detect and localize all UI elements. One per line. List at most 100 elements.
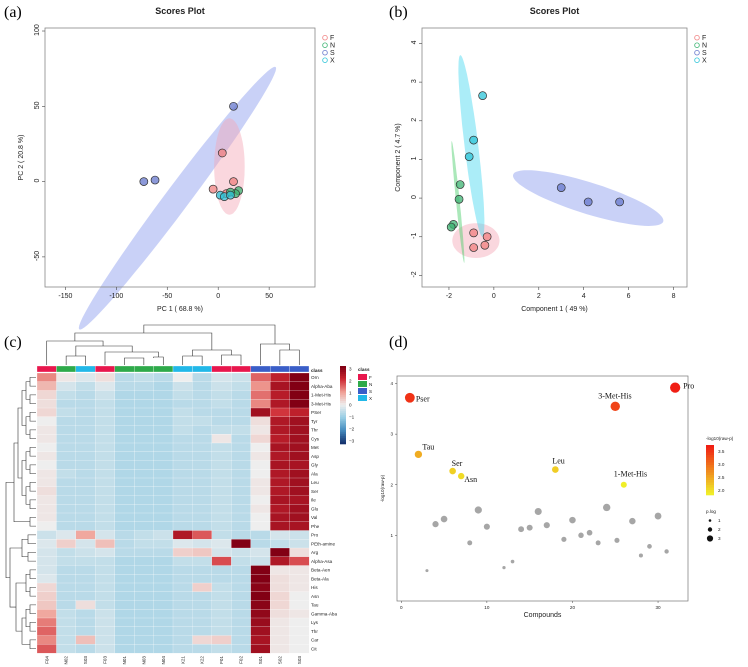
- heatmap-cell: [270, 530, 290, 540]
- heatmap-cell: [172, 556, 193, 566]
- color-legend-segment: [706, 462, 714, 466]
- heatmap-cell: [231, 442, 252, 453]
- x-axis-label: Component 1 ( 49 %): [521, 306, 588, 313]
- heatmap-cell: [36, 372, 57, 383]
- class-legend-swatch-x: [358, 395, 367, 401]
- size-legend-label: 2: [718, 527, 721, 532]
- color-scale-segment: [340, 397, 346, 400]
- heatmap-cell: [114, 547, 135, 558]
- heatmap-cell: [231, 591, 252, 601]
- heatmap-cell: [250, 390, 271, 400]
- color-scale-segment: [340, 412, 346, 416]
- heatmap-cell: [95, 504, 116, 514]
- row-label: PSer: [311, 410, 322, 415]
- heatmap-cell: [56, 504, 77, 514]
- point-annotation: Leu: [552, 457, 564, 466]
- heatmap-cell: [56, 442, 77, 453]
- color-scale-segment: [340, 420, 346, 423]
- heatmap-cell: [114, 539, 135, 549]
- nonsignificant-point: [510, 559, 515, 564]
- nonsignificant-point: [432, 521, 439, 528]
- y-tick-label: 100: [34, 24, 41, 36]
- nonsignificant-point: [483, 523, 490, 530]
- y-tick-label: 0: [34, 179, 41, 183]
- heatmap-cell: [211, 477, 232, 488]
- heatmap-cell: [75, 512, 96, 523]
- row-dendrogram-branch: [29, 569, 36, 579]
- plsda-scores-plot: Scores Plot -2 0 2 4 6 8 -2 -1 0 1 2 3 4 Component 1 (…: [395, 6, 707, 313]
- heatmap-cell: [134, 547, 154, 558]
- nonsignificant-point: [467, 540, 473, 546]
- color-scale-segment: [340, 389, 346, 392]
- color-legend-segment: [706, 460, 714, 463]
- heatmap-cell: [75, 617, 96, 628]
- plot-frame: [44, 27, 316, 288]
- heatmap-cell: [250, 635, 271, 645]
- heatmap-cell: [75, 451, 96, 461]
- data-point-s: [615, 197, 624, 207]
- heatmap-cell: [114, 521, 135, 531]
- color-legend-segment: [706, 467, 714, 471]
- heatmap-cell: [211, 547, 232, 558]
- heatmap-cell: [56, 635, 77, 645]
- heatmap-cell: [75, 434, 96, 444]
- heatmap-cell: [250, 399, 271, 409]
- column-dendrogram-branch: [260, 343, 290, 365]
- y-tick-label: -1: [411, 233, 418, 239]
- x-tick-label: -150: [58, 293, 72, 300]
- heatmap-cell: [289, 372, 310, 383]
- heatmap-cell: [75, 477, 96, 488]
- data-point-s: [583, 197, 593, 207]
- color-scale-segment: [340, 414, 346, 417]
- heatmap-cell: [56, 495, 77, 505]
- size-legend-marker: [706, 535, 714, 542]
- color-scale-segment: [340, 401, 346, 404]
- heatmap-cell: [270, 399, 290, 409]
- significant-point: [449, 467, 456, 475]
- heatmap-cell: [250, 469, 271, 479]
- heatmap-cell: [95, 381, 116, 391]
- heatmap-cell: [231, 460, 252, 470]
- data-point-f: [480, 240, 490, 250]
- heatmap-cell: [153, 530, 174, 540]
- heatmap-cell: [192, 407, 213, 418]
- heatmap-cell: [36, 381, 57, 391]
- class-legend-label-s: S: [369, 389, 372, 394]
- heatmap-cell: [289, 547, 310, 558]
- heatmap-cell: [56, 521, 77, 531]
- heatmap-cell: [75, 381, 96, 391]
- heatmap-cell: [134, 407, 154, 418]
- color-legend-segment: [706, 477, 714, 481]
- heatmap-cell: [172, 390, 193, 400]
- confidence-ellipse-x: [458, 55, 485, 237]
- heatmap-cell: [192, 521, 213, 531]
- heatmap-cell: [114, 486, 135, 496]
- heatmap-cell: [289, 469, 310, 479]
- column-label: S03: [83, 656, 88, 665]
- heatmap-cell: [95, 425, 116, 435]
- row-label: Glu: [311, 506, 319, 511]
- panel-label-b: (b): [389, 4, 408, 21]
- heatmap-cell: [231, 547, 252, 558]
- heatmap-cell: [114, 407, 135, 418]
- heatmap-cell: [134, 582, 154, 593]
- heatmap-cell: [95, 407, 116, 418]
- row-dendrogram-branch: [25, 416, 30, 435]
- nonsignificant-point: [647, 544, 652, 549]
- heatmap-cell: [95, 416, 116, 426]
- heatmap-cell: [231, 495, 252, 505]
- heatmap-cell: [95, 477, 116, 488]
- heatmap-cell: [211, 617, 232, 628]
- heatmap-cell: [75, 399, 96, 409]
- nonsignificant-point: [534, 507, 542, 516]
- legend-label-n: N: [702, 43, 707, 50]
- heatmap-cell: [95, 582, 116, 593]
- heatmap-cell: [153, 372, 174, 383]
- heatmap-cell: [56, 460, 77, 470]
- heatmap-cell: [153, 390, 174, 400]
- x-tick-label: 0: [400, 605, 403, 610]
- heatmap-cell: [95, 460, 116, 470]
- color-legend-segment: [706, 465, 714, 468]
- color-legend-segment: [706, 475, 714, 478]
- heatmap-cell: [36, 644, 57, 654]
